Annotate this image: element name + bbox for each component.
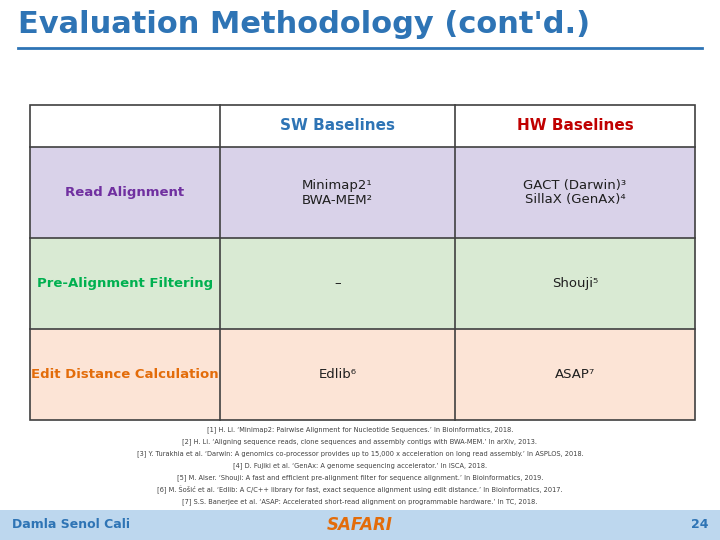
Bar (30, 105, 695, 147)
Text: [4] D. Fujiki et al. ‘GenAx: A genome sequencing accelerator.’ In ISCA, 2018.: [4] D. Fujiki et al. ‘GenAx: A genome se… (233, 462, 487, 469)
Bar (0, 510, 720, 540)
Text: [7] S.S. Banerjee et al. ‘ASAP: Accelerated short-read alignment on programmable: [7] S.S. Banerjee et al. ‘ASAP: Accelera… (182, 498, 538, 505)
Text: 24: 24 (690, 518, 708, 531)
Text: ASAP⁷: ASAP⁷ (555, 368, 595, 381)
Text: [5] M. Alser. ‘Shouji: A fast and efficient pre-alignment filter for sequence al: [5] M. Alser. ‘Shouji: A fast and effici… (177, 474, 543, 481)
Text: Minimap2¹
BWA-MEM²: Minimap2¹ BWA-MEM² (302, 179, 373, 206)
Bar (30, 147, 695, 238)
Text: Read Alignment: Read Alignment (66, 186, 184, 199)
Text: Damla Senol Cali: Damla Senol Cali (12, 518, 130, 531)
Bar (30, 329, 695, 420)
Text: Edit Distance Calculation: Edit Distance Calculation (31, 368, 219, 381)
Text: Evaluation Methodology (cont'd.): Evaluation Methodology (cont'd.) (18, 10, 590, 39)
Text: [1] H. Li. ‘Minimap2: Pairwise Alignment for Nucleotide Sequences.’ In Bioinform: [1] H. Li. ‘Minimap2: Pairwise Alignment… (207, 426, 513, 433)
Text: Pre-Alignment Filtering: Pre-Alignment Filtering (37, 277, 213, 290)
Bar (30, 238, 695, 329)
Text: SAFARI: SAFARI (327, 516, 393, 534)
Text: HW Baselines: HW Baselines (517, 118, 634, 133)
Text: Edlib⁶: Edlib⁶ (318, 368, 356, 381)
Text: –: – (334, 277, 341, 290)
Text: SW Baselines: SW Baselines (280, 118, 395, 133)
Text: [3] Y. Turakhia et al. ‘Darwin: A genomics co-processor provides up to 15,000 x : [3] Y. Turakhia et al. ‘Darwin: A genomi… (137, 450, 583, 457)
Text: [2] H. Li. ‘Aligning sequence reads, clone sequences and assembly contigs with B: [2] H. Li. ‘Aligning sequence reads, clo… (182, 438, 538, 445)
Text: GACT (Darwin)³
SillaX (GenAx)⁴: GACT (Darwin)³ SillaX (GenAx)⁴ (523, 179, 626, 206)
Text: Shouji⁵: Shouji⁵ (552, 277, 598, 290)
Text: [6] M. Šošić et al. ‘Edlib: A C/C++ library for fast, exact sequence alignment u: [6] M. Šošić et al. ‘Edlib: A C/C++ libr… (157, 486, 563, 494)
Bar (30, 105, 695, 420)
